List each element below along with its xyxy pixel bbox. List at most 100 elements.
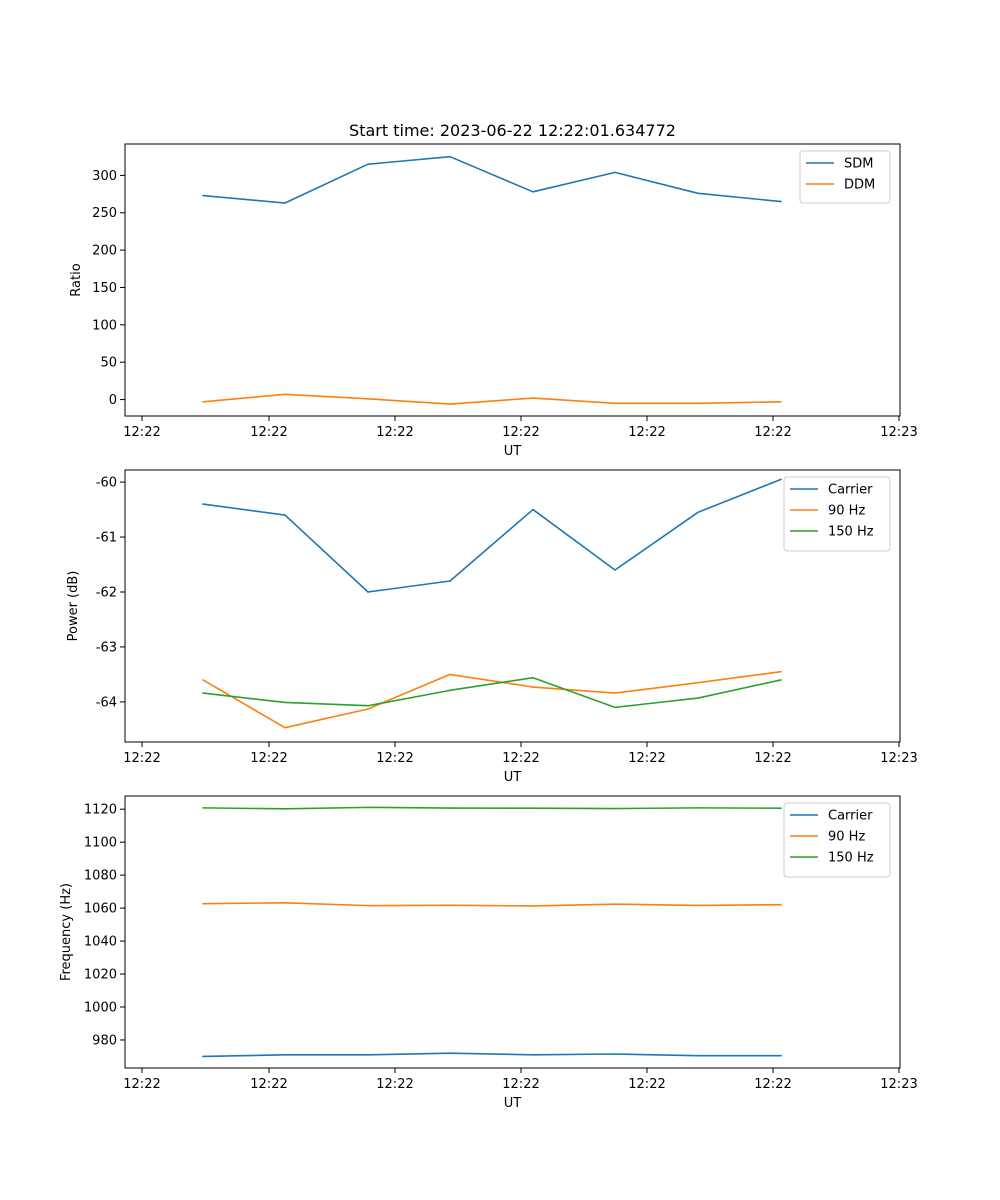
legend-label: 150 Hz [828,525,874,540]
x-tick-label: 12:22 [123,1077,160,1092]
y-tick-label: 0 [109,393,117,408]
data-point [697,681,699,684]
series-line-carrier [202,478,782,593]
x-tick-label: 12:23 [880,425,917,440]
y-tick-label: 1100 [84,836,117,851]
data-point [697,697,699,699]
data-point [284,701,286,704]
x-tick-label: 12:22 [628,425,665,440]
legend-label: Carrier [828,483,873,498]
data-point [284,808,286,810]
y-tick-label: 50 [100,356,117,371]
x-tick-label: 12:22 [502,1077,539,1092]
x-tick-label: 12:22 [754,1077,791,1092]
legend-label: 90 Hz [828,504,865,519]
data-point [697,1054,699,1057]
data-point [780,903,782,906]
data-point [367,806,369,809]
data-point [367,591,369,593]
x-tick-label: 12:22 [123,425,160,440]
data-point [202,807,204,809]
chart-panel-2: 12:22 12:22 12:22 12:22 12:22 12:22 12:23 -64 -6… [66,469,918,785]
data-point [614,569,616,571]
chart-panel-1: Start time: 2023-06-22 12:22:01.634772 12… [69,121,918,459]
data-point [202,902,204,905]
data-point [614,807,616,810]
data-point [284,393,286,396]
data-point [532,905,534,907]
data-point [532,686,534,688]
legend-box [783,476,891,552]
data-point [202,194,204,197]
y-tick-label: 1040 [84,935,117,950]
legend-label: DDM [844,178,875,193]
data-point [284,1054,286,1056]
series-line-carrier [202,1052,781,1058]
data-point [697,192,699,195]
data-point [202,679,204,681]
data-point [367,904,369,907]
data-point [449,155,451,158]
data-point [697,402,699,405]
data-point [614,706,616,709]
data-point [780,401,782,403]
data-point [532,397,534,399]
y-tick-label: -61 [96,531,117,546]
legend: SDM DDM [799,150,891,204]
x-tick-label: 12:22 [250,425,287,440]
y-tick-label: 300 [92,169,117,184]
data-point [614,402,616,405]
y-tick-label: 150 [92,281,117,296]
data-point [532,807,534,809]
x-tick-label: 12:23 [880,751,917,766]
y-tick-label: -63 [96,640,117,655]
y-axis-label: Frequency (Hz) [59,883,74,981]
data-point [449,580,451,582]
y-tick-label: -64 [96,695,117,710]
data-point [780,200,782,203]
data-point [532,508,534,511]
x-tick-label: 12:22 [376,1077,413,1092]
data-point [449,1052,451,1054]
y-tick-label: -60 [96,476,117,491]
x-tick-label: 12:22 [754,751,791,766]
x-tick-label: 12:22 [376,425,413,440]
data-point [532,191,534,193]
y-tick-label: 250 [92,206,117,221]
series-line-sdm [202,155,782,204]
plot-area [124,795,901,1069]
series-line-90-hz [202,902,782,907]
x-tick-label: 12:22 [250,751,287,766]
x-tick-label: 12:22 [376,751,413,766]
x-axis-label: UT [504,1096,522,1111]
data-point [367,704,369,707]
data-point [367,1054,369,1056]
y-tick-label: 200 [92,244,117,259]
x-tick-label: 12:22 [250,1077,287,1092]
data-point [697,904,699,907]
data-point [697,511,699,514]
legend: Carrier 90 Hz 150 Hz [783,476,891,552]
data-point [532,1054,534,1056]
x-axis-label: UT [504,444,522,459]
x-tick-label: 12:23 [880,1077,917,1092]
legend-label: SDM [844,157,873,172]
data-point [202,692,204,694]
data-point [284,726,286,729]
data-point [780,679,782,681]
y-tick-label: 1080 [84,869,117,884]
x-tick-label: 12:22 [502,425,539,440]
y-axis-label: Ratio [69,263,84,296]
y-tick-label: 1020 [84,968,117,983]
legend-box [799,150,891,204]
y-tick-label: -62 [96,585,117,600]
x-axis-label: UT [504,770,522,785]
x-tick-label: 12:22 [502,751,539,766]
legend: Carrier 90 Hz 150 Hz [783,802,891,878]
data-point [780,1054,782,1057]
data-point [449,673,451,676]
data-point [449,403,451,405]
data-point [367,398,369,400]
data-point [449,807,451,809]
